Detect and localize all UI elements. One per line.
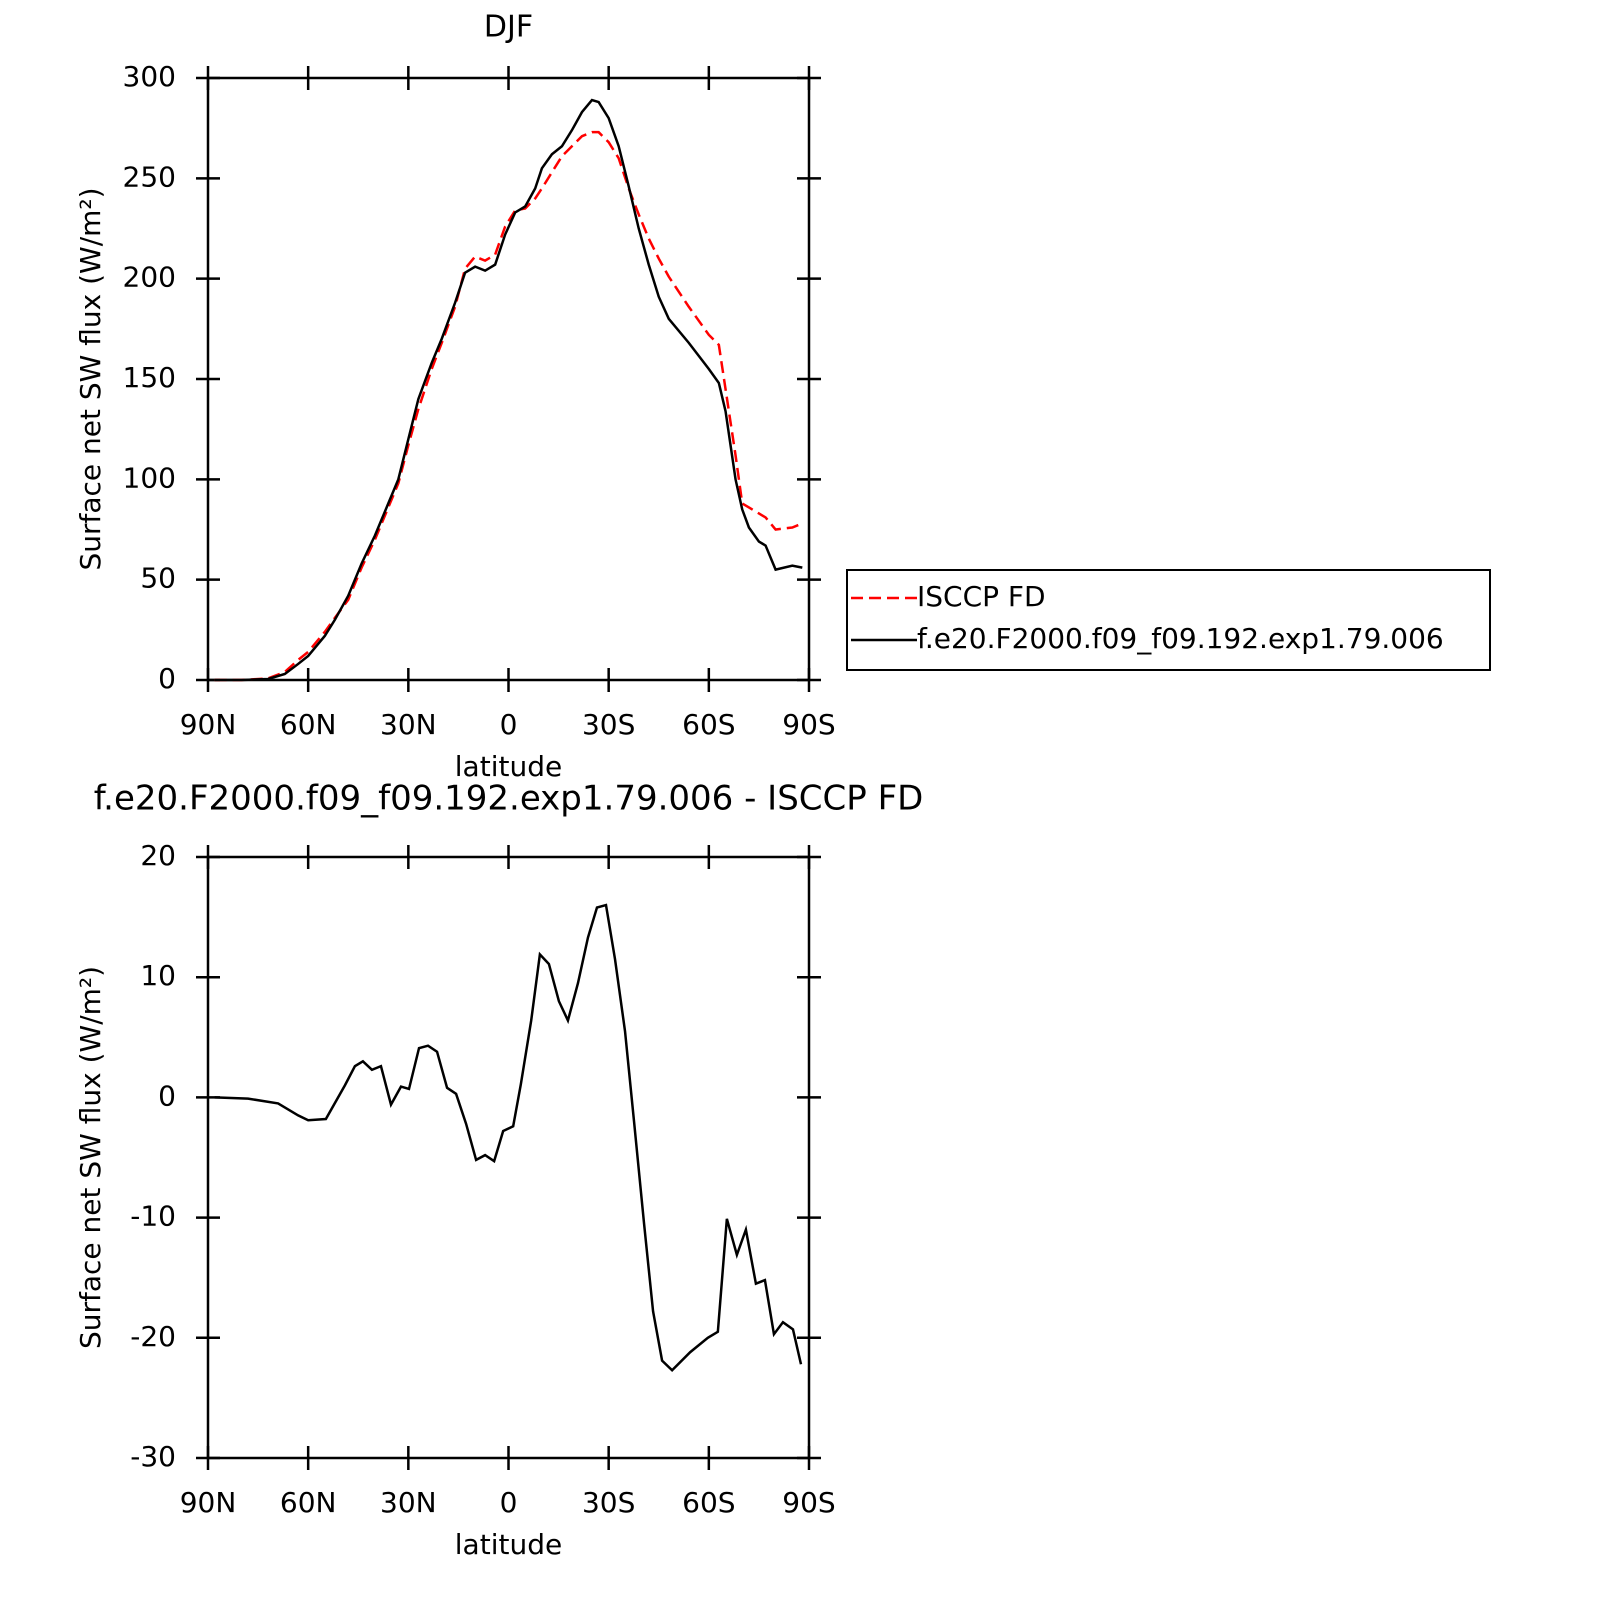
x-tick-label: 60N: [280, 1486, 337, 1519]
x-tick-label: 30N: [380, 708, 437, 741]
x-axis-label: latitude: [455, 1528, 562, 1561]
x-tick-label: 90N: [180, 1486, 237, 1519]
y-tick-label: -20: [130, 1320, 176, 1353]
series-line: [214, 130, 803, 682]
plot-frame: [206, 76, 811, 682]
y-tick-label: 200: [123, 261, 176, 294]
y-tick-label: 0: [158, 662, 176, 695]
x-tick-label: 60S: [682, 1486, 735, 1519]
legend-box: [846, 569, 1491, 671]
series-line: [214, 903, 803, 1372]
y-tick-label: 10: [140, 959, 176, 992]
x-tick-label: 90S: [782, 1486, 835, 1519]
y-tick-label: 0: [158, 1079, 176, 1112]
x-tick-label: 60N: [280, 708, 337, 741]
x-tick-label: 60S: [682, 708, 735, 741]
plot-frame: [206, 855, 811, 1460]
x-tick-label: 0: [500, 1486, 518, 1519]
x-tick-label: 30S: [582, 1486, 635, 1519]
y-tick-label: 300: [123, 60, 176, 93]
x-tick-label: 90S: [782, 708, 835, 741]
y-tick-label: 100: [123, 461, 176, 494]
x-tick-label: 0: [500, 708, 518, 741]
y-tick-label: -10: [130, 1200, 176, 1233]
y-tick-label: 250: [123, 160, 176, 193]
series-line: [214, 98, 803, 682]
x-axis-label: latitude: [455, 750, 562, 783]
x-tick-label: 30N: [380, 1486, 437, 1519]
x-tick-label: 30S: [582, 708, 635, 741]
y-tick-label: 50: [140, 562, 176, 595]
legend-label: ISCCP FD: [917, 580, 1046, 613]
legend-label: f.e20.F2000.f09_f09.192.exp1.79.006: [917, 622, 1444, 655]
y-axis-label: Surface net SW flux (W/m²): [74, 966, 107, 1349]
y-axis-label: Surface net SW flux (W/m²): [74, 187, 107, 570]
y-tick-label: 20: [140, 839, 176, 872]
y-tick-label: 150: [123, 361, 176, 394]
x-tick-label: 90N: [180, 708, 237, 741]
chart-title: f.e20.F2000.f09_f09.192.exp1.79.006 - IS…: [94, 779, 924, 819]
chart-title: DJF: [484, 10, 533, 45]
y-tick-label: -30: [130, 1440, 176, 1473]
